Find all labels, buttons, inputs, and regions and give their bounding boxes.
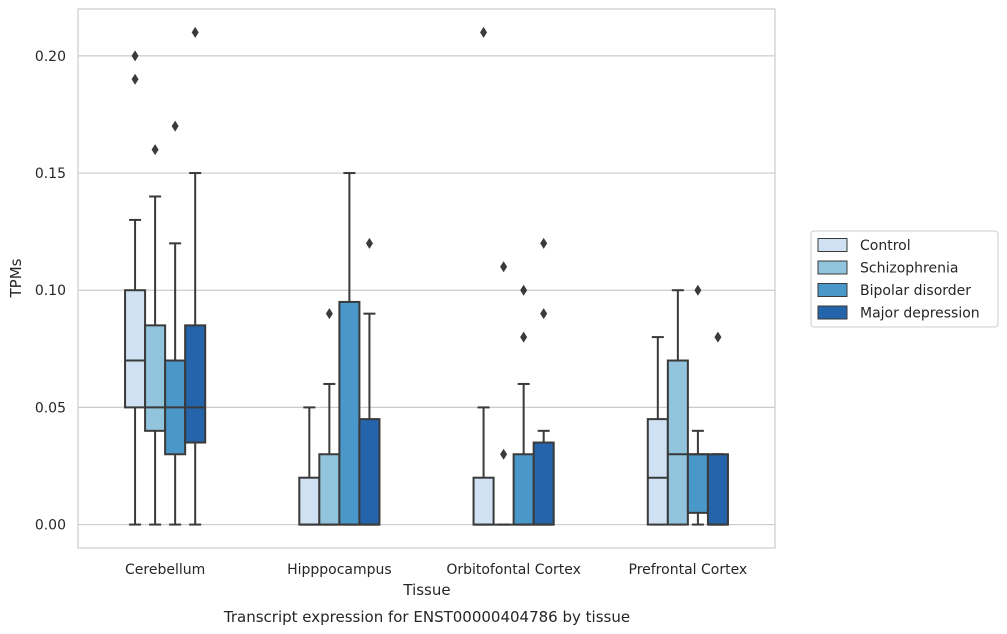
legend-swatch	[817, 238, 848, 252]
box	[472, 476, 495, 526]
plot-data	[124, 26, 729, 526]
box	[512, 453, 535, 526]
legend-label: Bipolar disorder	[860, 283, 971, 299]
y-axis-title: TPMs	[7, 258, 25, 298]
figure-caption: Transcript expression for ENST0000040478…	[223, 608, 630, 626]
box-group	[184, 26, 207, 526]
legend-label: Schizophrenia	[860, 261, 958, 277]
box	[144, 324, 167, 432]
y-tick-label: 0.20	[35, 49, 66, 65]
box	[706, 453, 729, 526]
legend-label: Control	[860, 238, 911, 254]
outlier-marker	[694, 284, 702, 296]
box-group	[532, 237, 555, 526]
legend-frame	[810, 230, 999, 328]
legend-swatch	[817, 260, 848, 275]
outlier-marker	[171, 120, 179, 132]
box	[298, 476, 321, 526]
box-group	[512, 284, 535, 526]
box	[358, 418, 381, 526]
y-tick-labels: 0.00 0.05 0.10 0.15 0.20	[35, 49, 66, 534]
y-tick-label: 0.05	[35, 400, 66, 416]
outlier-marker	[520, 284, 528, 296]
x-tick-label: Hipppocampus	[287, 562, 392, 578]
legend-swatch	[817, 283, 848, 297]
outlier-marker	[151, 144, 159, 156]
outlier-marker	[500, 448, 508, 460]
outlier-marker	[540, 237, 548, 249]
legend: Control Schizophrenia Bipolar disorder Majo…	[810, 230, 999, 328]
box-group	[358, 237, 381, 526]
box	[666, 359, 689, 526]
outlier-marker	[714, 331, 722, 343]
plot-frame	[77, 8, 776, 549]
outlier-marker	[131, 50, 139, 62]
outlier-marker	[365, 237, 373, 249]
box	[318, 453, 341, 526]
y-tick-label: 0.15	[35, 166, 66, 182]
box	[124, 289, 147, 409]
box-group	[318, 308, 341, 526]
box-group	[706, 331, 729, 526]
legend-label: Major depression	[860, 306, 980, 322]
outlier-marker	[540, 308, 548, 320]
box-group	[164, 120, 187, 526]
box	[686, 453, 709, 514]
x-tick-label: Prefrontal Cortex	[629, 562, 748, 578]
box-group	[298, 406, 321, 526]
box-group	[646, 336, 669, 526]
box-group	[338, 172, 361, 526]
outlier-marker	[191, 26, 199, 38]
legend-swatch	[817, 305, 848, 320]
box-group	[124, 50, 147, 526]
box-group	[686, 284, 709, 526]
outlier-marker	[480, 26, 488, 38]
box	[338, 300, 361, 526]
y-tick-label: 0.10	[35, 283, 66, 299]
box	[532, 441, 555, 526]
box-group	[144, 144, 167, 526]
x-tick-labels: Cerebellum Hipppocampus Orbitofontal Corte…	[125, 562, 747, 578]
box-group	[472, 26, 495, 526]
outlier-marker	[131, 73, 139, 85]
outlier-marker	[520, 331, 528, 343]
x-tick-label: Orbitofontal Cortex	[446, 562, 581, 578]
x-axis-title: Tissue	[402, 581, 450, 599]
y-tick-label: 0.00	[35, 518, 66, 534]
outlier-marker	[500, 261, 508, 273]
box-group	[666, 289, 689, 526]
outlier-marker	[325, 308, 333, 320]
box	[184, 324, 207, 444]
box-group	[493, 261, 514, 526]
box	[646, 418, 669, 526]
x-tick-label: Cerebellum	[125, 562, 205, 578]
